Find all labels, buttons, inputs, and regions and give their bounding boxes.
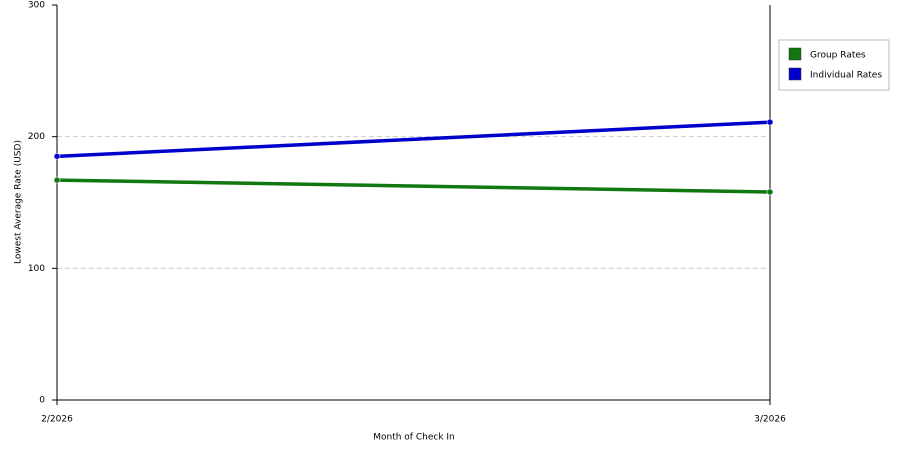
legend-box (778, 39, 890, 91)
series-line (56, 120, 771, 159)
x-tick-label: 3/2026 (754, 415, 786, 425)
series-line (56, 178, 771, 194)
y-tick-label: 0 (39, 396, 45, 406)
x-axis-label: Month of Check In (373, 433, 455, 443)
data-point (53, 176, 61, 184)
data-point (53, 152, 61, 160)
legend-label: Group Rates (810, 51, 866, 61)
legend-swatch (788, 67, 802, 81)
y-tick-label: 100 (28, 264, 45, 274)
legend-label: Individual Rates (810, 71, 882, 81)
data-point (766, 188, 774, 196)
legend-swatch (788, 47, 802, 61)
data-point (766, 118, 774, 126)
x-tick-label: 2/2026 (41, 415, 73, 425)
y-axis-label: Lowest Average Rate (USD) (14, 140, 24, 264)
y-tick-label: 300 (28, 1, 45, 11)
y-tick-label: 200 (28, 132, 45, 142)
